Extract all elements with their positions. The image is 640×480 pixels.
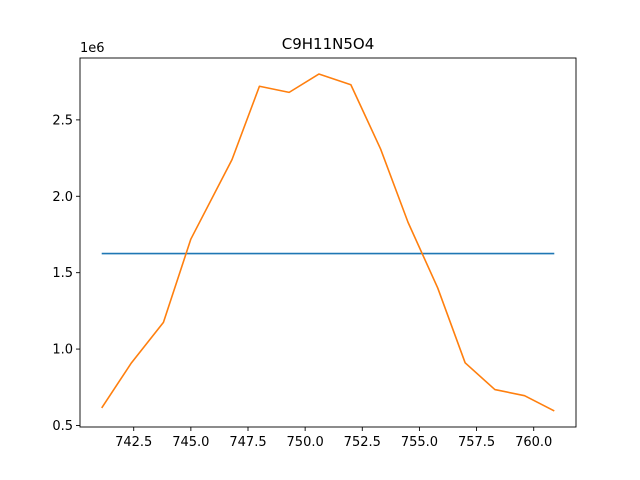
plot-area [80, 58, 576, 427]
chart-title: C9H11N5O4 [282, 35, 375, 53]
x-tick-label: 752.5 [344, 435, 381, 450]
axes-layer [79, 57, 577, 428]
x-tick-label: 745.0 [172, 435, 209, 450]
x-tick-label: 742.5 [115, 435, 152, 450]
x-tick-label: 757.5 [458, 435, 495, 450]
x-tick-label: 747.5 [229, 435, 266, 450]
x-tick-label: 750.0 [287, 435, 324, 450]
y-tick-label: 1.5 [52, 266, 73, 281]
series-layer [101, 73, 555, 412]
y-tick-label: 2.5 [52, 113, 73, 128]
y-tick-label: 2.0 [52, 190, 73, 205]
series-line-2 [101, 73, 555, 412]
axes-frame [79, 57, 577, 428]
x-tick-label: 760.0 [515, 435, 552, 450]
x-tick-label: 755.0 [401, 435, 438, 450]
y-offset-label: 1e6 [80, 41, 105, 56]
ticks-layer: 742.5 745.0 747.5 750.0 752.5 755.0 757.5 760.0… [52, 113, 552, 450]
y-tick-label: 0.5 [52, 419, 73, 434]
plot-background [80, 58, 576, 427]
y-tick-label: 1.0 [52, 343, 73, 358]
